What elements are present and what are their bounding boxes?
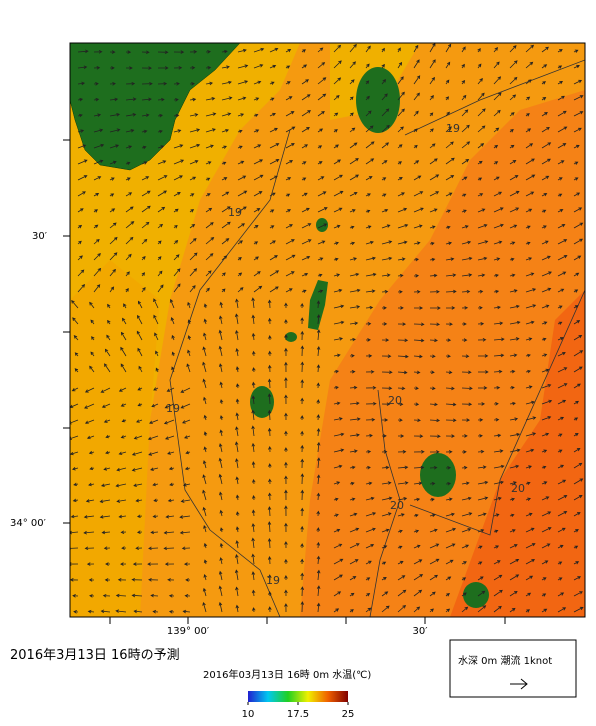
- colorbar-tick-label: 25: [342, 709, 355, 720]
- map-area: [70, 43, 585, 617]
- warm-zone: [450, 290, 585, 617]
- island: [250, 386, 274, 418]
- contour-label: 20: [511, 482, 525, 495]
- contour-label: 19: [228, 206, 242, 219]
- map-frame: [69, 42, 586, 618]
- island: [463, 582, 489, 608]
- colorbar-tick-label: 17.5: [287, 709, 309, 720]
- legend-arrow: [510, 678, 528, 690]
- warm-zone: [70, 260, 160, 617]
- colorbar-tick-label: 10: [242, 709, 255, 720]
- island: [356, 67, 400, 133]
- contour-label: 19: [446, 122, 460, 135]
- contour-label: 20: [390, 499, 404, 512]
- island: [285, 332, 297, 342]
- caption: 2016年03月13日 16時 0m 水温(℃): [203, 668, 371, 681]
- contour-label: 20: [388, 394, 402, 407]
- lon-label: 30′: [413, 626, 429, 637]
- land: [70, 43, 241, 171]
- lat-label: 30′: [32, 231, 48, 242]
- lat-label: 34° 00′: [10, 518, 47, 529]
- contour-label: 19: [266, 574, 280, 587]
- current-arrows: [70, 43, 584, 614]
- current-arrow: [70, 43, 584, 614]
- legend-box: [449, 639, 577, 698]
- frame-ticks: [63, 139, 506, 624]
- island: [316, 218, 328, 232]
- contour-label: 19: [166, 402, 180, 415]
- colorbar: [248, 691, 348, 702]
- page-title: 2016年3月13日 16時の予測: [10, 648, 180, 663]
- legend-text: 水深 0m 潮流 1knot: [458, 654, 552, 667]
- lon-label: 139° 00′: [167, 626, 210, 637]
- island: [420, 453, 456, 497]
